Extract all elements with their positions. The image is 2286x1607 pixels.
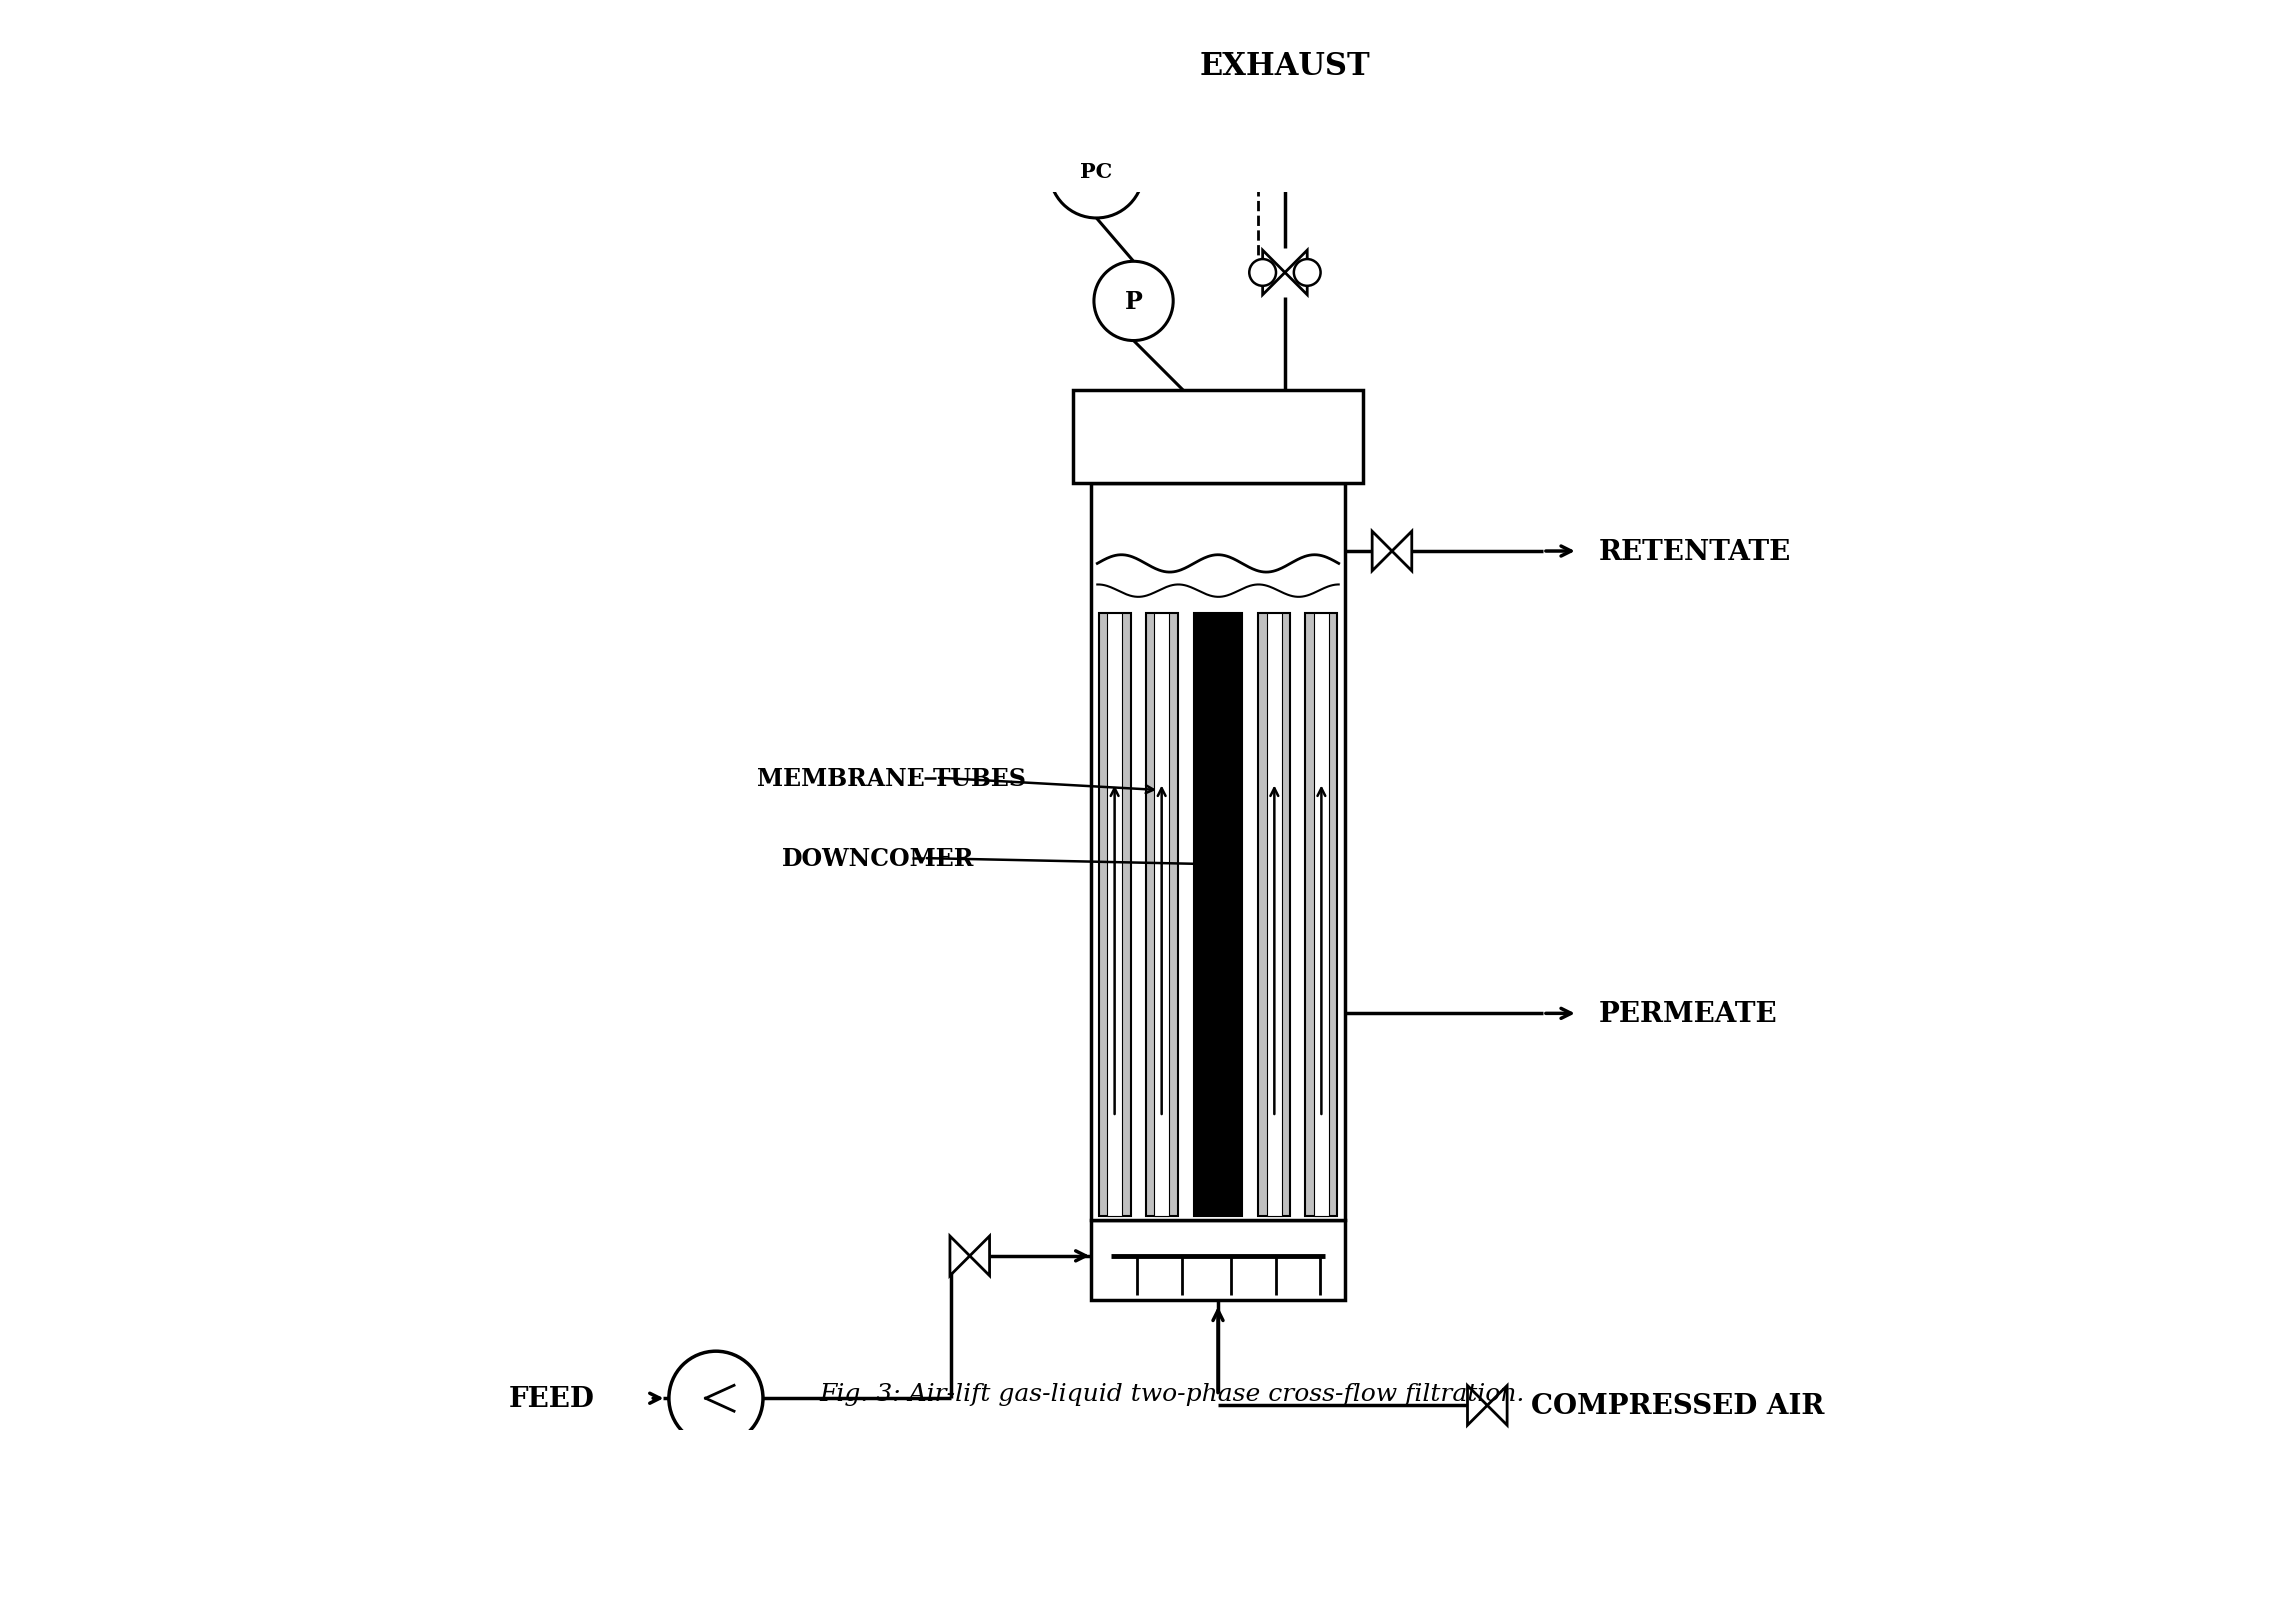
Text: FEED: FEED: [510, 1385, 594, 1413]
Text: EXHAUST: EXHAUST: [1200, 50, 1369, 82]
Bar: [1072, 391, 1362, 484]
Circle shape: [1095, 262, 1173, 341]
Bar: [1106, 614, 1122, 1216]
Polygon shape: [1262, 251, 1285, 296]
Polygon shape: [969, 1236, 990, 1276]
Circle shape: [1294, 260, 1321, 286]
Bar: [1154, 614, 1168, 1216]
Polygon shape: [1285, 251, 1308, 296]
Bar: [1314, 614, 1328, 1216]
Bar: [1090, 484, 1344, 1220]
Bar: [1196, 614, 1241, 1216]
Text: P: P: [1125, 289, 1143, 313]
Polygon shape: [1488, 1385, 1506, 1425]
Text: DOWNCOMER: DOWNCOMER: [782, 847, 974, 871]
Bar: [1257, 614, 1289, 1216]
Bar: [1100, 614, 1132, 1216]
Circle shape: [1049, 125, 1143, 219]
Polygon shape: [1468, 1385, 1488, 1425]
Bar: [1090, 1220, 1344, 1300]
Text: COMPRESSED AIR: COMPRESSED AIR: [1532, 1392, 1824, 1419]
Bar: [1145, 614, 1177, 1216]
Text: PC: PC: [1081, 162, 1113, 182]
Circle shape: [670, 1351, 764, 1445]
Bar: [1305, 614, 1337, 1216]
Circle shape: [1248, 260, 1276, 286]
Polygon shape: [1372, 532, 1392, 572]
Text: PERMEATE: PERMEATE: [1598, 1000, 1779, 1027]
Polygon shape: [1392, 532, 1413, 572]
Bar: [1266, 614, 1282, 1216]
Polygon shape: [951, 1236, 969, 1276]
Text: MEMBRANE TUBES: MEMBRANE TUBES: [757, 767, 1026, 791]
Text: RETENTATE: RETENTATE: [1598, 538, 1790, 566]
Text: Fig. 3: Air-lift gas-liquid two-phase cross-flow filtration.: Fig. 3: Air-lift gas-liquid two-phase cr…: [818, 1382, 1525, 1406]
